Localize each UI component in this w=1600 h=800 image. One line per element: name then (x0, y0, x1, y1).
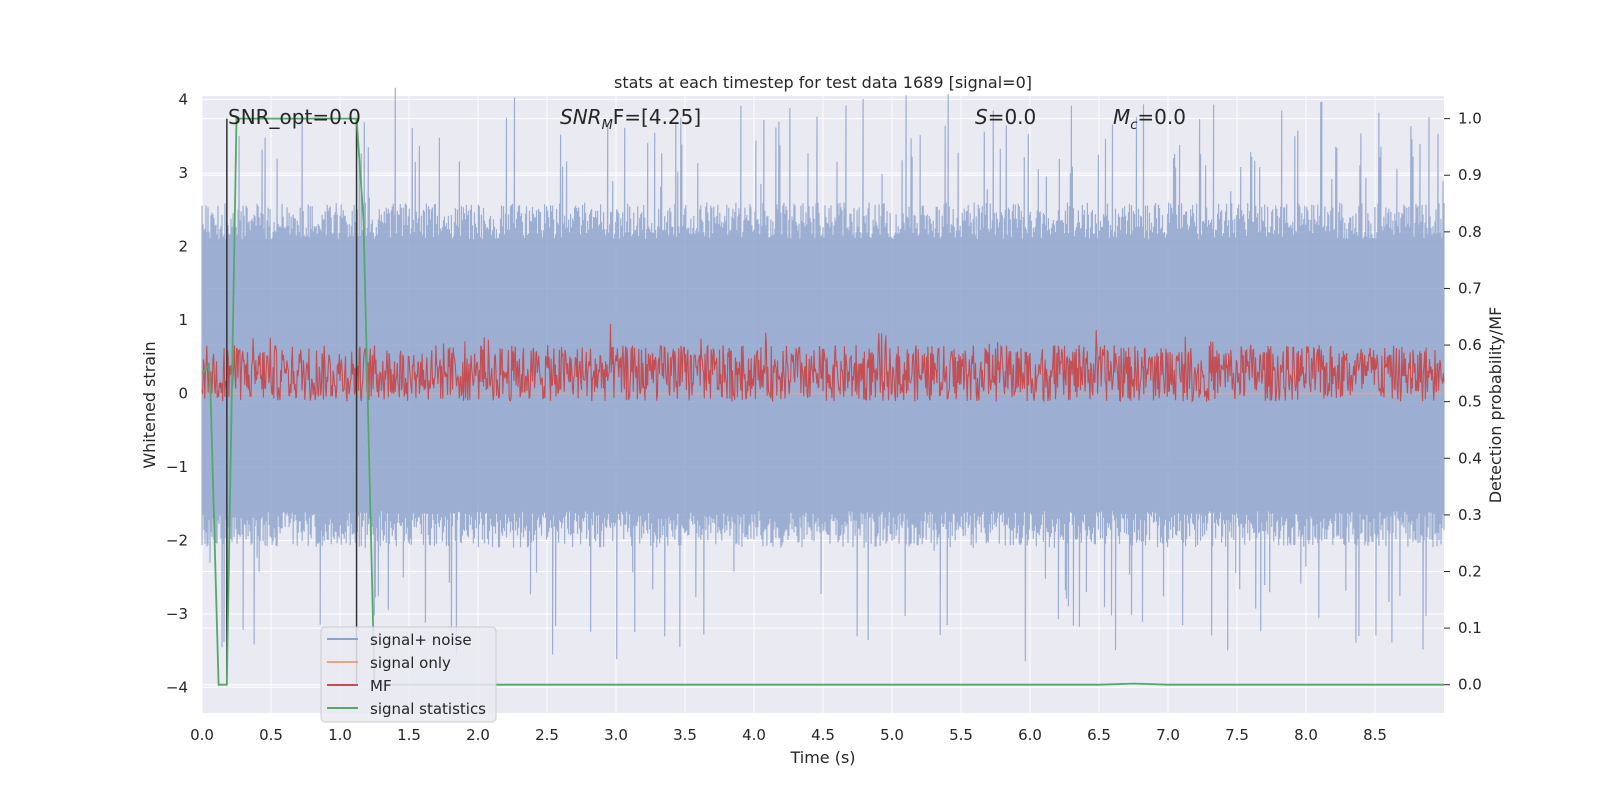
y-axis-label-right: Detection probability/MF (1486, 307, 1505, 504)
y-tick-label-left-4: 0 (178, 384, 188, 402)
y-tick-label-right-10: 0.0 (1458, 676, 1482, 694)
y-tick-label-left-1: 3 (178, 164, 188, 182)
series-mf (201, 323, 1445, 403)
chart-title: stats at each timestep for test data 168… (614, 73, 1032, 92)
legend: signal+ noise signal only MF signal stat… (320, 626, 497, 723)
x-tick-label-16: 8.0 (1294, 726, 1318, 744)
y-tick-label-left-7: −3 (166, 605, 188, 623)
x-tick-label-3: 1.5 (397, 726, 421, 744)
y-tick-label-right-7: 0.3 (1458, 506, 1482, 524)
x-tick-label-6: 3.0 (604, 726, 628, 744)
y-tick-label-right-2: 0.8 (1458, 223, 1482, 241)
y-tick-label-left-2: 2 (178, 238, 188, 256)
x-tick-label-11: 5.5 (949, 726, 973, 744)
y-tick-label-right-8: 0.2 (1458, 562, 1482, 580)
ticks: 0.0 0.5 1.0 1.5 2.0 2.5 3.0 3.5 4.0 4.5 5.0 5.5 6.0 6… (166, 91, 1482, 744)
y-tick-label-right-5: 0.5 (1458, 393, 1482, 411)
x-tick-label-10: 5.0 (880, 726, 904, 744)
y-tick-label-right-3: 0.7 (1458, 279, 1482, 297)
y-tick-label-right-6: 0.4 (1458, 449, 1482, 467)
x-tick-label-15: 7.5 (1225, 726, 1249, 744)
x-tick-label-8: 4.0 (742, 726, 766, 744)
y-tick-label-left-8: −4 (166, 678, 188, 696)
legend-label-signal-noise: signal+ noise (370, 631, 472, 649)
y-tick-label-left-3: 1 (178, 311, 188, 329)
x-axis-label: Time (s) (789, 748, 855, 767)
data-layer (201, 87, 1445, 686)
y-tick-label-right-0: 1.0 (1458, 110, 1482, 128)
x-tick-label-4: 2.0 (466, 726, 490, 744)
y-tick-label-left-5: −1 (166, 458, 188, 476)
x-tick-label-0: 0.0 (190, 726, 214, 744)
y-tick-label-left-0: 4 (178, 91, 188, 109)
legend-box (320, 626, 497, 723)
x-tick-label-9: 4.5 (811, 726, 835, 744)
legend-label-signal-only: signal only (370, 654, 451, 672)
x-tick-label-1: 0.5 (259, 726, 283, 744)
legend-label-mf: MF (370, 677, 392, 695)
x-tick-label-17: 8.5 (1363, 726, 1387, 744)
annotation-mc: Mc=0.0 (1113, 105, 1186, 133)
x-tick-label-12: 6.0 (1018, 726, 1042, 744)
annotation-snr-mf: SNRMF=[4.25] (560, 105, 701, 133)
x-tick-label-2: 1.0 (328, 726, 352, 744)
series-signal-statistics (201, 117, 1444, 686)
annotation-s: S=0.0 (975, 105, 1036, 129)
x-tick-label-14: 7.0 (1156, 726, 1180, 744)
y-tick-label-right-1: 0.9 (1458, 166, 1482, 184)
y-tick-label-right-4: 0.6 (1458, 336, 1482, 354)
x-tick-label-5: 2.5 (535, 726, 559, 744)
y-tick-label-right-9: 0.1 (1458, 619, 1482, 637)
annotation-snr-opt: SNR_opt=0.0 (228, 105, 361, 129)
x-tick-label-13: 6.5 (1087, 726, 1111, 744)
y-axis-label-left: Whitened strain (140, 341, 159, 468)
legend-label-signal-statistics: signal statistics (370, 700, 486, 718)
x-tick-label-7: 3.5 (673, 726, 697, 744)
y-tick-label-left-6: −2 (166, 531, 188, 549)
